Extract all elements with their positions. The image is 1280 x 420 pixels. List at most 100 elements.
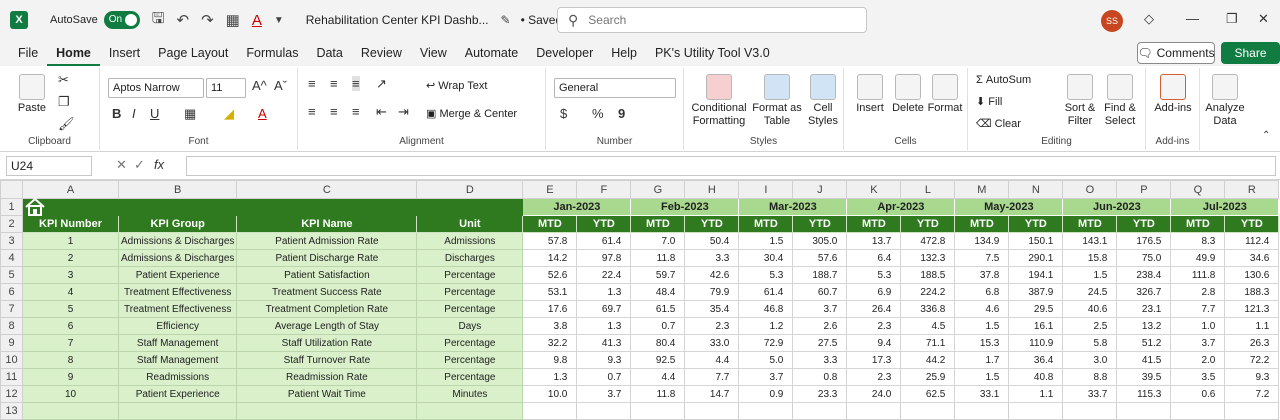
share-person-icon[interactable]: ✎ xyxy=(500,13,511,27)
value-cell[interactable]: 1.0 xyxy=(1170,317,1226,335)
kpi-group-cell[interactable]: Patient Experience xyxy=(117,266,238,284)
value-cell[interactable]: 336.8 xyxy=(900,300,956,318)
value-cell[interactable]: 2.8 xyxy=(1170,283,1226,301)
borders-icon[interactable]: ▦ xyxy=(184,106,197,121)
value-cell[interactable]: 3.3 xyxy=(792,351,848,369)
column-header[interactable]: Q xyxy=(1170,180,1226,199)
value-cell[interactable]: 75.0 xyxy=(1116,249,1172,267)
shrink-font-icon[interactable]: Aˇ xyxy=(274,78,287,93)
value-cell[interactable]: 92.5 xyxy=(630,351,686,369)
value-cell[interactable]: 1.3 xyxy=(522,368,578,386)
value-cell[interactable]: 24.0 xyxy=(846,385,902,403)
row-header[interactable]: 5 xyxy=(0,266,23,284)
collapse-ribbon-icon[interactable]: ⌃ xyxy=(1262,130,1271,141)
value-cell[interactable]: 72.2 xyxy=(1224,351,1280,369)
cell-styles-button[interactable]: Cell Styles xyxy=(804,74,842,128)
value-cell[interactable]: 143.1 xyxy=(1062,232,1118,250)
empty-cell[interactable] xyxy=(576,402,632,420)
sheet-table[interactable]: A B C D E F G H I J K L M N O P Q R 1 Jan-2023 Feb-2023 Mar-2… xyxy=(0,180,1280,420)
value-cell[interactable]: 2.0 xyxy=(1170,351,1226,369)
kpi-name-cell[interactable]: Staff Turnover Rate xyxy=(236,351,418,369)
value-cell[interactable]: 33.7 xyxy=(1062,385,1118,403)
empty-cell[interactable] xyxy=(416,402,524,420)
mtd-header[interactable]: MTD xyxy=(846,215,902,233)
tab-automate[interactable]: Automate xyxy=(464,46,519,60)
value-cell[interactable]: 13.2 xyxy=(1116,317,1172,335)
align-left-icon[interactable]: ≡ xyxy=(308,104,316,119)
value-cell[interactable]: 0.8 xyxy=(792,368,848,386)
value-cell[interactable]: 7.0 xyxy=(630,232,686,250)
value-cell[interactable]: 3.7 xyxy=(1170,334,1226,352)
value-cell[interactable]: 194.1 xyxy=(1008,266,1064,284)
value-cell[interactable]: 1.5 xyxy=(954,317,1010,335)
kpi-name-cell[interactable]: Staff Utilization Rate xyxy=(236,334,418,352)
empty-cell[interactable] xyxy=(522,402,578,420)
column-header[interactable]: J xyxy=(792,180,848,199)
kpi-group-cell[interactable]: Readmissions xyxy=(117,368,238,386)
unit-cell[interactable]: Percentage xyxy=(416,334,524,352)
value-cell[interactable]: 150.1 xyxy=(1008,232,1064,250)
value-cell[interactable]: 59.7 xyxy=(630,266,686,284)
customize-toolbar-icon[interactable]: ▼ xyxy=(273,14,284,26)
tab-insert[interactable]: Insert xyxy=(108,46,141,60)
bold-icon[interactable]: B xyxy=(112,106,122,121)
row-header[interactable]: 12 xyxy=(0,385,23,403)
month-header[interactable]: Apr-2023 xyxy=(846,198,956,216)
kpi-number-cell[interactable]: 10 xyxy=(22,385,119,403)
value-cell[interactable]: 9.8 xyxy=(522,351,578,369)
analyze-data-button[interactable]: Analyze Data xyxy=(1204,74,1246,128)
mtd-header[interactable]: MTD xyxy=(738,215,794,233)
tab-home[interactable]: Home xyxy=(47,42,100,66)
value-cell[interactable]: 4.5 xyxy=(900,317,956,335)
insert-function-icon[interactable]: fx xyxy=(154,157,165,172)
value-cell[interactable]: 1.5 xyxy=(954,368,1010,386)
kpi-group-cell[interactable]: Staff Management xyxy=(117,334,238,352)
autosum-button[interactable]: Σ AutoSum xyxy=(976,74,1031,87)
value-cell[interactable]: 5.0 xyxy=(738,351,794,369)
value-cell[interactable]: 6.9 xyxy=(846,283,902,301)
value-cell[interactable]: 1.1 xyxy=(1224,317,1280,335)
kpi-number-cell[interactable]: 6 xyxy=(22,317,119,335)
format-as-table-button[interactable]: Format as Table xyxy=(752,74,802,128)
tab-file[interactable]: File xyxy=(18,46,39,60)
empty-cell[interactable] xyxy=(1062,402,1118,420)
value-cell[interactable]: 5.3 xyxy=(738,266,794,284)
row-header[interactable]: 1 xyxy=(0,198,23,216)
empty-cell[interactable] xyxy=(684,402,740,420)
column-header[interactable]: K xyxy=(846,180,902,199)
kpi-name-cell[interactable]: Treatment Completion Rate xyxy=(236,300,418,318)
find-select-button[interactable]: Find & Select xyxy=(1100,74,1140,128)
value-cell[interactable]: 61.5 xyxy=(630,300,686,318)
column-header[interactable]: N xyxy=(1008,180,1064,199)
kpi-group-cell[interactable]: Efficiency xyxy=(117,317,238,335)
value-cell[interactable]: 11.8 xyxy=(630,249,686,267)
value-cell[interactable]: 48.4 xyxy=(630,283,686,301)
value-cell[interactable]: 3.7 xyxy=(738,368,794,386)
value-cell[interactable]: 11.8 xyxy=(630,385,686,403)
empty-cell[interactable] xyxy=(1170,402,1226,420)
kpi-group-cell[interactable]: Treatment Effectiveness xyxy=(117,283,238,301)
kpi-name-cell[interactable]: Patient Admission Rate xyxy=(236,232,418,250)
cut-icon[interactable]: ✂ xyxy=(58,72,69,87)
mtd-header[interactable]: MTD xyxy=(1062,215,1118,233)
value-cell[interactable]: 60.7 xyxy=(792,283,848,301)
kpi-number-cell[interactable]: 7 xyxy=(22,334,119,352)
tab-page-layout[interactable]: Page Layout xyxy=(158,46,229,60)
column-header[interactable]: D xyxy=(416,180,524,199)
value-cell[interactable]: 34.6 xyxy=(1224,249,1280,267)
row-header[interactable]: 7 xyxy=(0,300,23,318)
value-cell[interactable]: 71.1 xyxy=(900,334,956,352)
value-cell[interactable]: 2.3 xyxy=(846,317,902,335)
select-all-corner[interactable] xyxy=(0,180,23,199)
unit-cell[interactable]: Days xyxy=(416,317,524,335)
mtd-header[interactable]: MTD xyxy=(630,215,686,233)
empty-cell[interactable] xyxy=(738,402,794,420)
share-button[interactable]: Share xyxy=(1221,42,1280,64)
kpi-group-cell[interactable]: Staff Management xyxy=(117,351,238,369)
clear-button[interactable]: ⌫ Clear xyxy=(976,118,1021,131)
column-header[interactable]: F xyxy=(576,180,632,199)
unit-cell[interactable]: Percentage xyxy=(416,368,524,386)
ytd-header[interactable]: YTD xyxy=(1224,215,1280,233)
value-cell[interactable]: 14.7 xyxy=(684,385,740,403)
font-name-dropdown[interactable]: Aptos Narrow xyxy=(108,78,204,98)
